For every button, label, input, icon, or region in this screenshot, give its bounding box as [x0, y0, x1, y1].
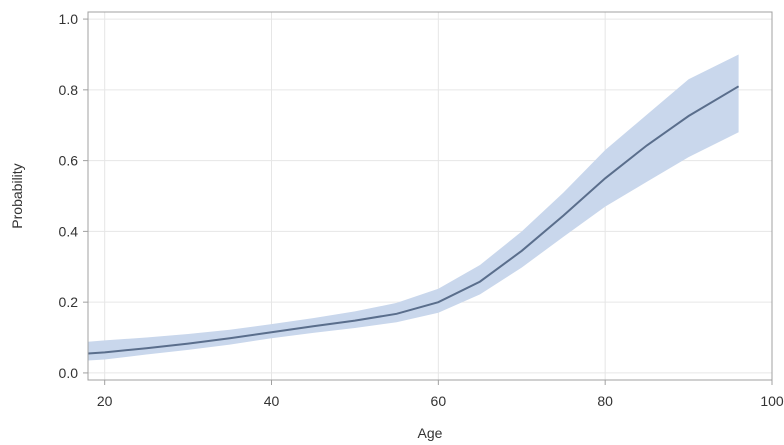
- grid: [88, 12, 773, 380]
- y-axis-title: Probability: [9, 163, 25, 228]
- x-tick-label: 40: [264, 393, 280, 409]
- y-tick-label: 0.4: [59, 223, 79, 239]
- y-tick-label: 0.0: [59, 365, 79, 381]
- series-line: [87, 85, 740, 355]
- y-tick-label: 0.2: [59, 294, 79, 310]
- x-tick-label: 80: [597, 393, 613, 409]
- x-tick-label: 20: [97, 393, 113, 409]
- plot-frame: [87, 11, 773, 381]
- confidence-band: [88, 54, 739, 361]
- x-axis-title: Age: [418, 425, 443, 441]
- y-tick-label: 1.0: [59, 11, 79, 27]
- confidence-band-area: [88, 54, 739, 361]
- x-tick-label: 60: [431, 393, 447, 409]
- x-axis: 20 40 60 80 100: [97, 380, 784, 409]
- y-tick-label: 0.8: [59, 82, 79, 98]
- probability-line: [87, 85, 740, 355]
- y-axis: 0.0 0.2 0.4 0.6 0.8 1.0: [59, 11, 88, 381]
- y-tick-label: 0.6: [59, 153, 79, 169]
- x-tick-label: 100: [760, 393, 784, 409]
